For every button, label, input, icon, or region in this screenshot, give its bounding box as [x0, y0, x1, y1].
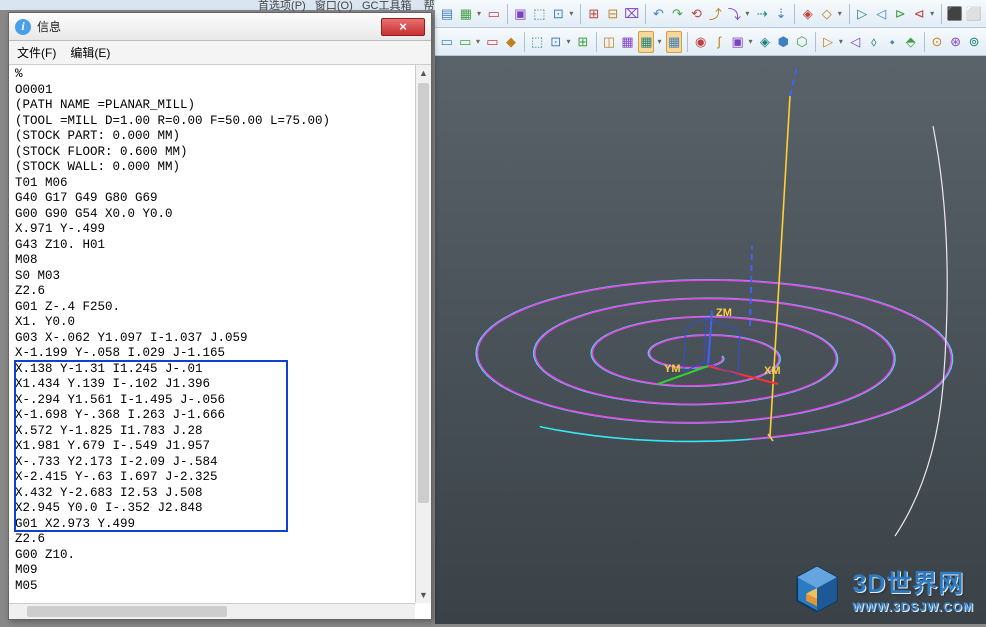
toolbar-button[interactable]: ⬨ [866, 31, 882, 53]
toolbar-button[interactable]: ⬚ [529, 31, 545, 53]
toolbar-row-2: ▭▭▾▭◆⬚⊡▾⊞◫▦▦▾▦◉ʃ▣▾◈⬢⬡▷▾◁⬨⬩⬘⊙⊛⊚ [435, 28, 986, 56]
svg-text:YM: YM [664, 363, 681, 375]
scene-svg: ZM YM XM [435, 56, 986, 624]
toolbar-button[interactable]: ◆ [503, 31, 519, 53]
watermark-url: WWW.3DSJW.COM [852, 600, 974, 614]
toolbar-button[interactable]: ▷ [820, 31, 836, 53]
toolbar-button[interactable]: ⊟ [605, 3, 621, 25]
info-window: i 信息 × 文件(F) 编辑(E) % O0001 (PATH NAME =P… [8, 12, 432, 620]
scroll-thumb-h[interactable] [27, 606, 227, 617]
close-button[interactable]: × [381, 18, 425, 36]
toolbar-button[interactable]: ▣ [512, 3, 528, 25]
info-icon: i [15, 19, 31, 35]
toolbar-button[interactable]: ▭ [439, 31, 455, 53]
viewport-panel: ▤▦▾▭▣⬚⊡▾⊞⊟⌧↶↷⟲⤴⤵▾⇢⇣◈◇▾▷◁⊳⊲▾⬛⬜ ▭▭▾▭◆⬚⊡▾⊞◫… [435, 0, 986, 624]
toolbar-button[interactable]: ↶ [651, 3, 667, 25]
toolbar-button[interactable]: ▷ [854, 3, 870, 25]
toolbar-button[interactable]: ▣ [730, 31, 746, 53]
svg-text:XM: XM [764, 365, 781, 377]
title-bar[interactable]: i 信息 × [9, 13, 431, 41]
toolbar-row-1: ▤▦▾▭▣⬚⊡▾⊞⊟⌧↶↷⟲⤴⤵▾⇢⇣◈◇▾▷◁⊳⊲▾⬛⬜ [435, 0, 986, 28]
toolbar-button[interactable]: ⊛ [948, 31, 964, 53]
gcode-text[interactable]: % O0001 (PATH NAME =PLANAR_MILL) (TOOL =… [9, 65, 415, 603]
toolbar-button[interactable]: ⬜ [966, 3, 982, 25]
toolbar-button[interactable]: ⬛ [947, 3, 963, 25]
toolbar-button[interactable]: ◈ [757, 31, 773, 53]
scroll-down-icon[interactable]: ▼ [416, 587, 431, 603]
menu-edit[interactable]: 编辑(E) [70, 44, 110, 61]
toolbar-button[interactable]: ⬡ [794, 31, 810, 53]
toolbar-button[interactable]: ⬘ [903, 31, 919, 53]
toolbar-button[interactable]: ⊙ [929, 31, 945, 53]
3d-canvas[interactable]: ZM YM XM 3D世界网 WWW.3DSJW.COM [435, 56, 986, 624]
toolbar-button[interactable]: ◁ [847, 31, 863, 53]
toolbar-button[interactable]: ⇣ [773, 3, 789, 25]
scrollbar-horizontal[interactable] [9, 603, 415, 619]
menu-file[interactable]: 文件(F) [17, 44, 56, 61]
watermark-text: 3D世界网 [852, 564, 974, 600]
toolbar-button[interactable]: ⟲ [688, 3, 704, 25]
toolbar-button[interactable]: ⊲ [911, 3, 927, 25]
scroll-up-icon[interactable]: ▲ [416, 65, 431, 81]
menu-bar: 文件(F) 编辑(E) [9, 41, 431, 65]
toolbar-button[interactable]: ⊡ [550, 3, 566, 25]
toolbar-button[interactable]: ▤ [439, 3, 455, 25]
toolbar-button[interactable]: ⊚ [966, 31, 982, 53]
toolbar-button[interactable]: ⊞ [575, 31, 591, 53]
toolbar-button[interactable]: ⤴ [707, 3, 723, 25]
toolbar-button[interactable]: ⌧ [624, 3, 640, 25]
svg-text:ZM: ZM [716, 307, 732, 319]
toolbar-button[interactable]: ↷ [669, 3, 685, 25]
toolbar-button[interactable]: ▦ [666, 31, 682, 53]
toolbar-button[interactable]: ⬚ [531, 3, 547, 25]
toolbar-button[interactable]: ⬩ [885, 31, 901, 53]
watermark: 3D世界网 WWW.3DSJW.COM [790, 562, 974, 616]
toolbar-button[interactable]: ▦ [620, 31, 636, 53]
toolbar-button[interactable]: ▭ [486, 3, 502, 25]
toolbar-button[interactable]: ⊞ [586, 3, 602, 25]
toolbar-button[interactable]: ⤵ [726, 3, 742, 25]
scrollbar-vertical[interactable]: ▲ ▼ [415, 65, 431, 603]
toolbar-button[interactable]: ◈ [800, 3, 816, 25]
toolbar-button[interactable]: ⇢ [754, 3, 770, 25]
toolbar-button[interactable]: ◇ [819, 3, 835, 25]
code-area: % O0001 (PATH NAME =PLANAR_MILL) (TOOL =… [9, 65, 431, 619]
toolbar-button[interactable]: ⊳ [892, 3, 908, 25]
watermark-cube-icon [790, 562, 844, 616]
scroll-thumb-v[interactable] [418, 83, 429, 503]
toolbar-button[interactable]: ◫ [601, 31, 617, 53]
toolbar-button[interactable]: ▭ [458, 31, 474, 53]
toolbar-button[interactable]: ʃ [711, 31, 727, 53]
toolbar-button[interactable]: ⊡ [548, 31, 564, 53]
window-title: 信息 [37, 18, 381, 35]
toolbar-button[interactable]: ◉ [693, 31, 709, 53]
toolbar-button[interactable]: ◁ [873, 3, 889, 25]
toolbar-button[interactable]: ▦ [638, 31, 654, 53]
toolbar-button[interactable]: ▦ [458, 3, 474, 25]
toolbar-button[interactable]: ⬢ [776, 31, 792, 53]
toolbar-button[interactable]: ▭ [485, 31, 501, 53]
